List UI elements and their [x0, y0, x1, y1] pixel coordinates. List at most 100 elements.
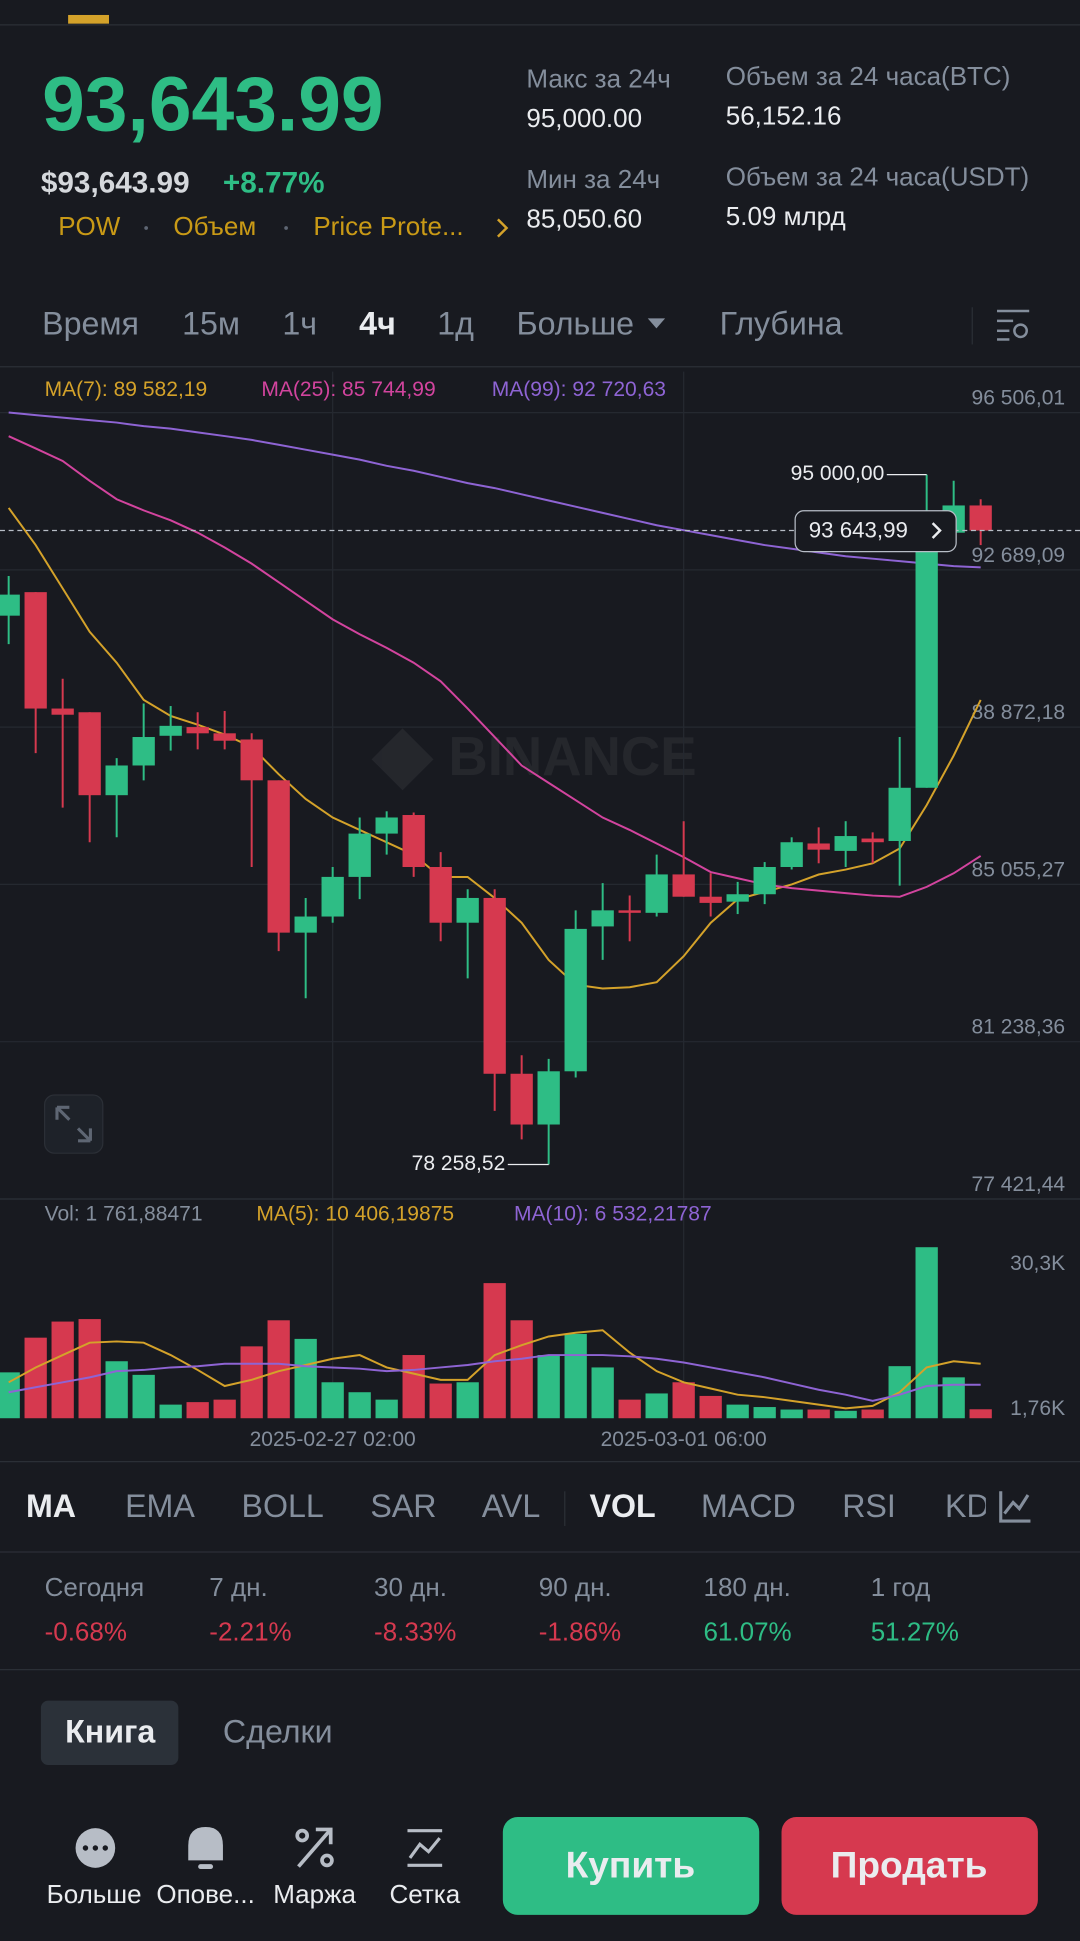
action-label[interactable]: Опове...: [156, 1879, 254, 1909]
performance-value: -2.21%: [209, 1617, 291, 1647]
volume-bar: [267, 1320, 290, 1419]
tags-arrow[interactable]: [497, 218, 509, 238]
volume-bar: [321, 1382, 344, 1419]
tag[interactable]: Объем: [173, 211, 256, 241]
performance-value: 61.07%: [703, 1617, 791, 1647]
volume-bar: [186, 1402, 209, 1419]
legend-entry: MA(10): 6 532,21787: [514, 1203, 712, 1226]
candle-body: [672, 874, 695, 897]
x-tick-label: 2025-02-27 02:00: [250, 1428, 416, 1451]
fullscreen-button[interactable]: [43, 1094, 104, 1154]
candle-body: [78, 712, 101, 796]
interval-tab[interactable]: 4ч: [359, 305, 396, 341]
performance-value: -8.33%: [374, 1617, 456, 1647]
x-tick-label: 2025-03-01 06:00: [601, 1428, 767, 1451]
indicator-tab[interactable]: RSI: [842, 1488, 896, 1524]
stat-value: 95,000.00: [526, 103, 642, 133]
volume-bar: [105, 1361, 128, 1419]
separator: [284, 226, 288, 230]
high-marker-label: 95 000,00: [791, 462, 885, 485]
grid-icon: [407, 1829, 443, 1867]
y-tick-label: 85 055,27: [971, 858, 1065, 881]
volume-bar: [672, 1382, 695, 1419]
candle-body: [564, 928, 587, 1072]
candle-body: [132, 737, 155, 766]
interval-tab[interactable]: Глубина: [720, 305, 843, 341]
sell-button[interactable]: [781, 1817, 1038, 1915]
volume-bar: [348, 1392, 371, 1419]
volume-bar: [0, 1372, 20, 1419]
candle-body: [483, 897, 506, 1074]
candle-body: [267, 780, 290, 933]
volume-ma-line: [8, 1354, 981, 1402]
volume-bar: [591, 1367, 614, 1419]
performance-label: 30 дн.: [374, 1572, 447, 1602]
chart-settings-icon[interactable]: [997, 309, 1030, 341]
candle-body: [834, 836, 857, 851]
indicator-tab[interactable]: VOL: [590, 1488, 656, 1524]
candle-body: [186, 727, 209, 734]
interval-tab[interactable]: 1д: [437, 305, 474, 341]
last-price-label[interactable]: 93 643,99: [809, 518, 908, 543]
candle-body: [618, 910, 641, 913]
last-price-box[interactable]: [794, 510, 957, 553]
candle-body: [969, 505, 992, 531]
stat-label: Мин за 24ч: [526, 164, 660, 194]
sell-label[interactable]: Продать: [831, 1844, 988, 1886]
stat-label: Объем за 24 часа(BTC): [726, 61, 1011, 91]
volume-bar: [861, 1409, 884, 1419]
indicator-tab[interactable]: MA: [26, 1488, 76, 1524]
buy-button[interactable]: [502, 1817, 760, 1915]
volume-bar: [483, 1283, 506, 1419]
indicator-tab[interactable]: AVL: [482, 1488, 540, 1524]
y-tick-label: 92 689,09: [971, 544, 1065, 567]
tag[interactable]: Price Prote...: [313, 211, 463, 241]
stat-value: 56,152.16: [726, 101, 842, 131]
candle-body: [348, 833, 371, 877]
candle-body: [51, 708, 74, 715]
volume-bar: [834, 1410, 857, 1419]
candle-body: [321, 876, 344, 917]
book-tab[interactable]: Сделки: [223, 1714, 333, 1750]
indicator-tab[interactable]: MACD: [701, 1488, 796, 1524]
book-tab[interactable]: Книга: [65, 1714, 156, 1750]
candle-body: [24, 592, 47, 709]
candle-body: [105, 765, 128, 796]
legend-entry: MA(25): 85 744,99: [261, 378, 435, 401]
candle-body: [294, 916, 317, 933]
interval-tab[interactable]: 1ч: [282, 305, 317, 341]
performance-label: Сегодня: [45, 1572, 145, 1602]
interval-tab[interactable]: Больше: [516, 305, 634, 341]
separator: [144, 226, 149, 230]
legend-entry: MA(5): 10 406,19875: [256, 1203, 454, 1226]
volume-bar: [618, 1399, 641, 1419]
chart-area: BINANCE 2025-02-27 02:00 2025-03-01 06:00 9…: [0, 371, 1080, 1451]
volume-bar: [699, 1395, 722, 1419]
indicator-tab[interactable]: EMA: [125, 1488, 195, 1524]
tag[interactable]: POW: [58, 211, 121, 241]
indicator-settings-icon[interactable]: [999, 1491, 1031, 1523]
action-label[interactable]: Маржа: [273, 1879, 356, 1909]
interval-tab[interactable]: 15м: [182, 305, 240, 341]
candle-body: [213, 733, 236, 741]
stat-label: Макс за 24ч: [526, 63, 670, 93]
candle-body: [429, 867, 452, 923]
indicator-tab[interactable]: SAR: [370, 1488, 436, 1524]
watermark-logo: [371, 728, 434, 791]
interval-tab[interactable]: Время: [42, 305, 139, 341]
volume-bar: [753, 1407, 776, 1419]
last-price: 93,643.99: [42, 62, 384, 148]
buy-label[interactable]: Купить: [566, 1844, 696, 1886]
volume-label: Vol: 1 761,88471: [45, 1203, 203, 1226]
watermark: BINANCE: [371, 726, 697, 791]
action-label[interactable]: Больше: [47, 1879, 142, 1909]
volume-ma-line: [8, 1329, 981, 1410]
volume-bar: [159, 1404, 182, 1419]
indicator-tab[interactable]: BOLL: [242, 1488, 324, 1524]
candle-body: [780, 842, 803, 868]
action-label[interactable]: Сетка: [389, 1879, 460, 1909]
active-tab-indicator: [68, 14, 109, 24]
volume-bar: [51, 1321, 74, 1419]
